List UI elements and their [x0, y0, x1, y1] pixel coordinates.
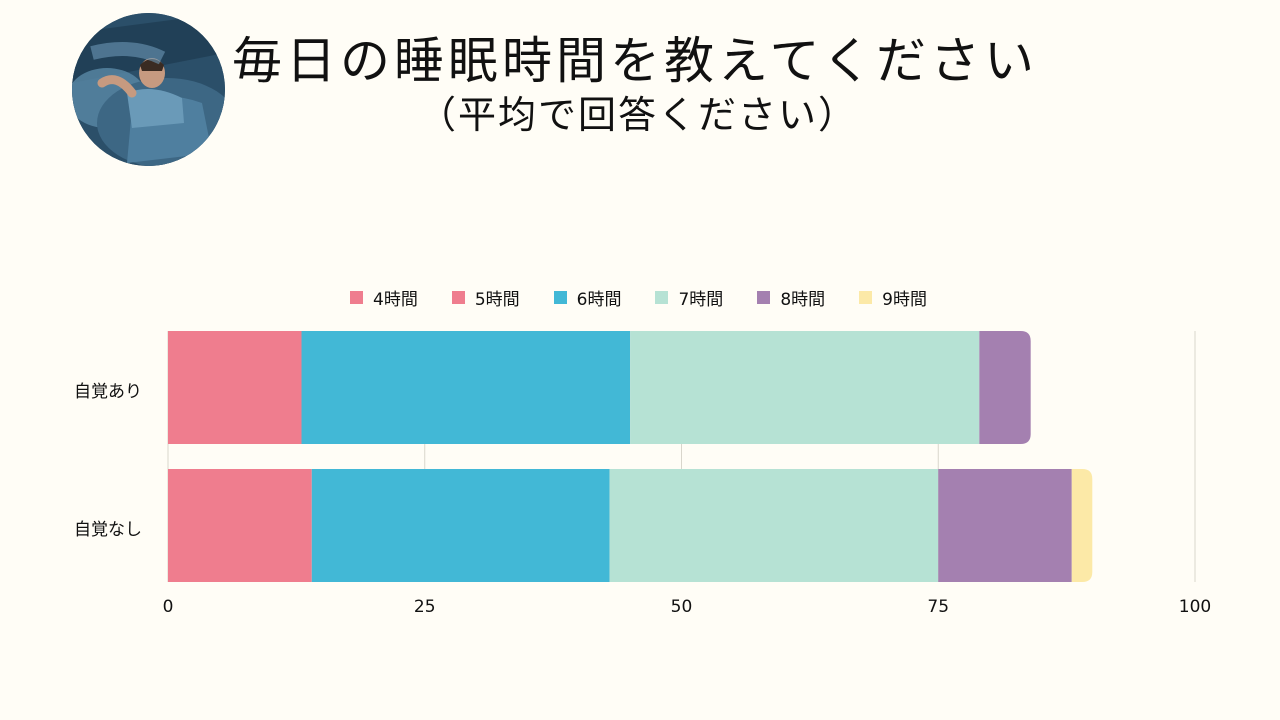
bar-segment [979, 331, 1031, 444]
legend-swatch [350, 291, 363, 304]
x-tick-label: 50 [671, 597, 693, 617]
x-tick-label: 75 [927, 597, 949, 617]
bar-segment [311, 469, 610, 582]
legend-label: 8時間 [780, 290, 826, 310]
bar-segment [301, 331, 631, 444]
legend-label: 9時間 [882, 290, 927, 310]
page-title: 毎日の睡眠時間を教えてください [232, 32, 1038, 90]
page-subtitle: （平均で回答ください） [418, 93, 859, 137]
x-tick-label: 0 [163, 597, 174, 617]
legend-item: 7時間 [655, 285, 723, 310]
bar-segment [168, 469, 312, 582]
bar-segment [1071, 469, 1093, 582]
chart-legend: 4時間 5時間 6時間 7時間 8時間 9時間 [350, 285, 927, 310]
legend-swatch [859, 291, 873, 304]
sleeping-person-photo [72, 13, 225, 166]
legend-swatch [655, 291, 669, 304]
legend-label: 6時間 [576, 290, 622, 310]
legend-item: 8時間 [757, 285, 825, 310]
legend-item: 9時間 [859, 285, 927, 310]
legend-label: 7時間 [678, 290, 724, 310]
x-tick-label: 100 [1179, 597, 1211, 617]
legend-label: 4時間 [373, 290, 418, 310]
bar-segment [630, 331, 980, 444]
category-label-aware: 自覚あり [74, 382, 142, 402]
sleeping-person-image [72, 13, 225, 166]
legend-item: 5時間 [451, 285, 520, 310]
legend-item: 4時間 [350, 285, 418, 310]
bar-segment [168, 331, 302, 444]
legend-swatch [451, 291, 465, 304]
bar-segment [938, 469, 1072, 582]
bar-segment [609, 469, 939, 582]
legend-swatch [553, 291, 567, 304]
legend-item: 6時間 [553, 285, 622, 310]
category-label-unaware: 自覚なし [74, 520, 142, 540]
legend-swatch [757, 291, 771, 304]
x-tick-label: 25 [414, 597, 436, 617]
legend-label: 5時間 [474, 290, 520, 310]
